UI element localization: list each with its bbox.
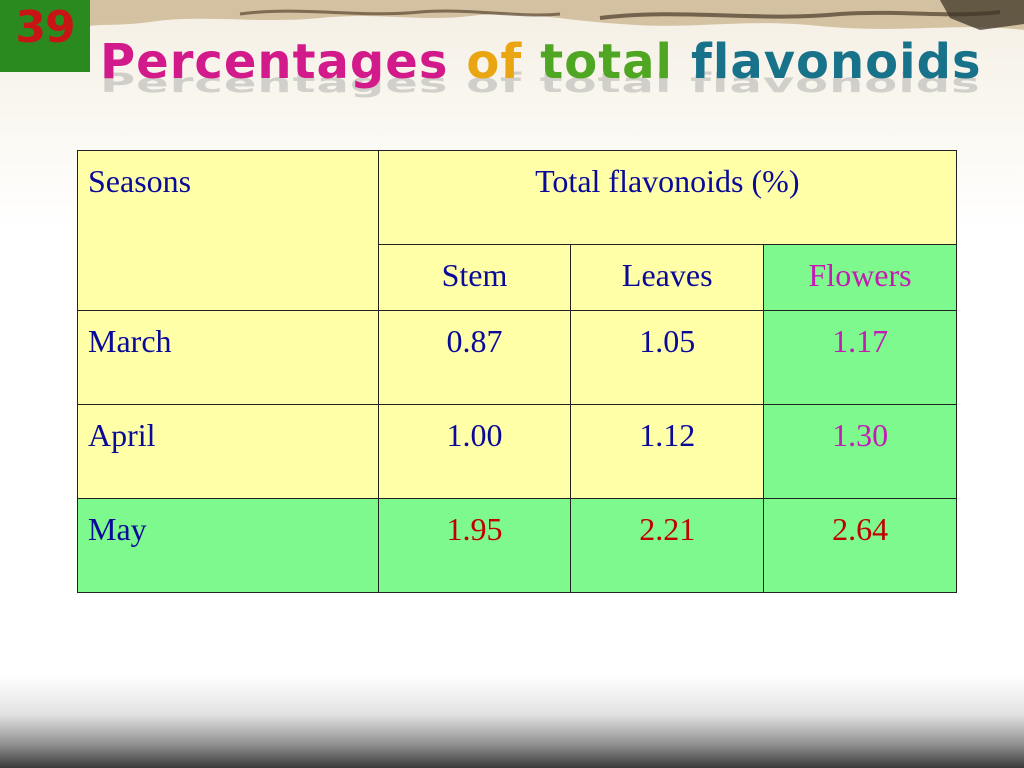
cell-stem: 0.87 [377, 310, 572, 405]
row-season: May [77, 498, 379, 593]
cell-flowers: 2.64 [763, 498, 957, 593]
table-row: May 1.95 2.21 2.64 [77, 498, 957, 593]
cell-flowers: 1.17 [763, 310, 957, 405]
title-word-3: total [540, 34, 673, 90]
cell-flowers: 1.30 [763, 404, 957, 499]
slide-number-badge: 39 [0, 0, 90, 72]
header-leaves: Leaves [570, 244, 765, 311]
cell-leaves: 1.12 [570, 404, 765, 499]
cell-leaves: 2.21 [570, 498, 765, 593]
table-row: April 1.00 1.12 1.30 [77, 404, 957, 499]
cell-stem: 1.00 [377, 404, 572, 499]
row-season: March [77, 310, 379, 405]
table-row: March 0.87 1.05 1.17 [77, 310, 957, 405]
title-word-2: of [466, 34, 523, 90]
slide-title-reflection: Percentages of total flavonoids [100, 68, 981, 99]
slide-number: 39 [15, 2, 75, 53]
table-subheader-row: Stem Leaves Flowers [78, 244, 957, 311]
table-header-row: Seasons Total flavonoids (%) [77, 150, 958, 311]
title-word-4: flavonoids [690, 34, 982, 90]
banner-decoration [90, 0, 1024, 30]
cell-stem: 1.95 [377, 498, 572, 593]
slide-title: Percentages of total flavonoids Percenta… [100, 28, 1000, 118]
title-word-1: Percentages [100, 34, 449, 90]
flavonoids-table: Seasons Total flavonoids (%) Stem Leaves… [77, 150, 958, 593]
cell-leaves: 1.05 [570, 310, 765, 405]
row-season: April [77, 404, 379, 499]
header-total-flavonoids: Total flavonoids (%) [377, 150, 958, 245]
header-stem: Stem [377, 244, 572, 311]
header-flowers: Flowers [763, 244, 957, 311]
header-seasons: Seasons [77, 150, 379, 311]
